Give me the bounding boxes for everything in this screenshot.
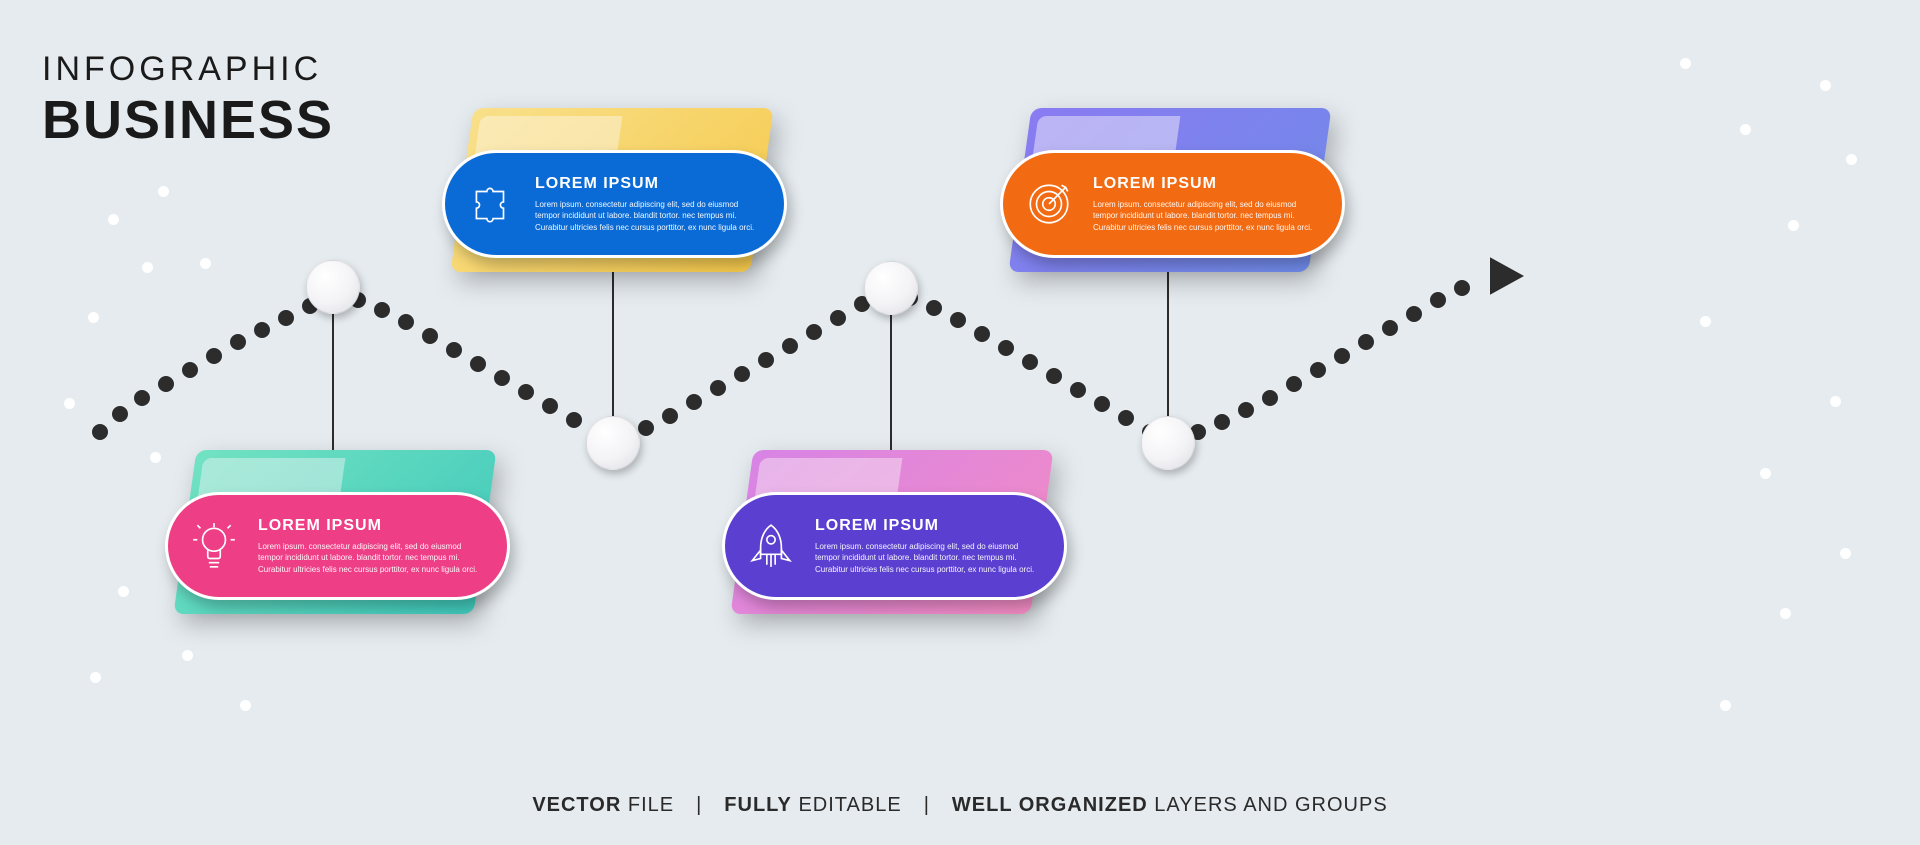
background-dot	[158, 186, 169, 197]
footer-part: FILE	[621, 794, 674, 816]
background-dot	[1830, 396, 1841, 407]
footer-part: WELL ORGANIZED	[952, 794, 1148, 816]
puzzle-icon	[463, 179, 519, 229]
footer-part: VECTOR	[532, 794, 621, 816]
background-dot	[1780, 608, 1791, 619]
background-dot	[1760, 468, 1771, 479]
step-1-text: LOREM IPSUM Lorem ipsum. consectetur adi…	[258, 517, 483, 575]
step-3-pill: LOREM IPSUM Lorem ipsum. consectetur adi…	[722, 492, 1067, 600]
footer-part: |	[696, 794, 702, 816]
background-dot	[1840, 548, 1851, 559]
footer-part: LAYERS AND GROUPS	[1148, 794, 1388, 816]
background-dot	[90, 672, 101, 683]
background-dot	[150, 452, 161, 463]
target-icon	[1021, 179, 1077, 229]
title-block: INFOGRAPHIC BUSINESS	[42, 50, 334, 151]
background-dot	[200, 258, 211, 269]
step-4-text: LOREM IPSUM Lorem ipsum. consectetur adi…	[1093, 175, 1318, 233]
step-1-pill: LOREM IPSUM Lorem ipsum. consectetur adi…	[165, 492, 510, 600]
connector-line	[332, 314, 334, 464]
background-dot	[118, 586, 129, 597]
background-dot	[1788, 220, 1799, 231]
step-4-pill: LOREM IPSUM Lorem ipsum. consectetur adi…	[1000, 150, 1345, 258]
background-dot	[1740, 124, 1751, 135]
background-dot	[1820, 80, 1831, 91]
timeline-node-3	[864, 261, 918, 315]
background-dot	[108, 214, 119, 225]
step-title: LOREM IPSUM	[535, 175, 760, 193]
footer-part: |	[924, 794, 930, 816]
step-body: Lorem ipsum. consectetur adipiscing elit…	[815, 541, 1040, 575]
background-dot	[1846, 154, 1857, 165]
timeline-node-4	[1141, 416, 1195, 470]
step-title: LOREM IPSUM	[258, 517, 483, 535]
background-dot	[1720, 700, 1731, 711]
step-body: Lorem ipsum. consectetur adipiscing elit…	[258, 541, 483, 575]
connector-line	[890, 315, 892, 464]
infographic-canvas: INFOGRAPHIC BUSINESS LOREM IPSUM Lorem i…	[0, 0, 1920, 845]
background-dot	[88, 312, 99, 323]
background-dot	[240, 700, 251, 711]
background-dot	[64, 398, 75, 409]
step-title: LOREM IPSUM	[1093, 175, 1318, 193]
step-body: Lorem ipsum. consectetur adipiscing elit…	[535, 199, 760, 233]
rocket-icon	[743, 521, 799, 571]
background-dot	[1680, 58, 1691, 69]
background-dot	[142, 262, 153, 273]
step-2-text: LOREM IPSUM Lorem ipsum. consectetur adi…	[535, 175, 760, 233]
step-2-pill: LOREM IPSUM Lorem ipsum. consectetur adi…	[442, 150, 787, 258]
footer-part: FULLY	[724, 794, 792, 816]
background-dot	[1700, 316, 1711, 327]
step-body: Lorem ipsum. consectetur adipiscing elit…	[1093, 199, 1318, 233]
background-dot	[182, 650, 193, 661]
lightbulb-icon	[186, 521, 242, 571]
footer-text: VECTOR FILE | FULLY EDITABLE | WELL ORGANIZE…	[0, 794, 1920, 817]
step-title: LOREM IPSUM	[815, 517, 1040, 535]
footer-part: EDITABLE	[792, 794, 902, 816]
title-line-2: BUSINESS	[42, 89, 334, 151]
timeline-node-1	[306, 260, 360, 314]
step-3-text: LOREM IPSUM Lorem ipsum. consectetur adi…	[815, 517, 1040, 575]
timeline-node-2	[586, 416, 640, 470]
title-line-1: INFOGRAPHIC	[42, 50, 334, 89]
